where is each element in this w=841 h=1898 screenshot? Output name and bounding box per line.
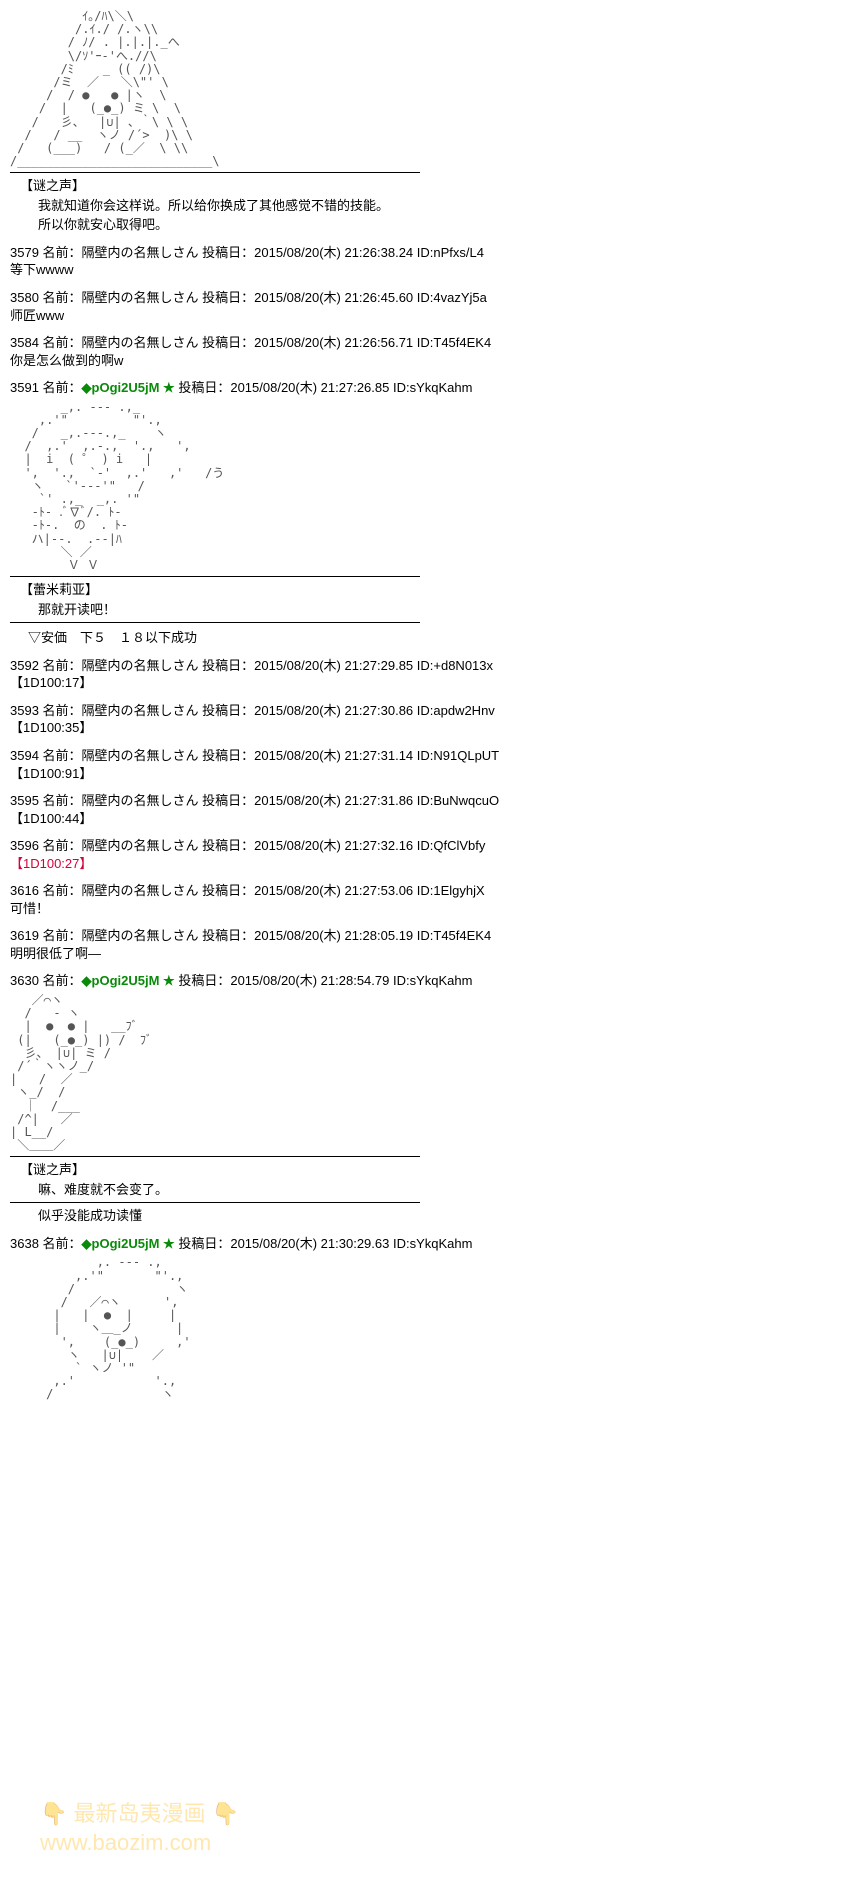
post-header-op: 3638 名前：◆pOgi2U5jM ★ 投稿日：2015/08/20(木) 2… (10, 1235, 831, 1253)
post-header-op: 3630 名前：◆pOgi2U5jM ★ 投稿日：2015/08/20(木) 2… (10, 972, 831, 990)
post-body: 你是怎么做到的啊w (10, 352, 831, 370)
post-number: 3630 (10, 973, 39, 988)
dice-result: 【1D100:91】 (10, 765, 831, 783)
post-body: 可惜！ (10, 900, 831, 918)
post-header: 3580 名前：隔壁内の名無しさん 投稿日：2015/08/20(木) 21:2… (10, 289, 831, 307)
dialog-line: 我就知道你会这样说。所以给你换成了其他感觉不错的技能。 (38, 197, 831, 215)
speaker-label: 【蕾米莉亚】 (20, 581, 831, 599)
divider (10, 172, 420, 173)
anka-line: ▽安価 下５ １８以下成功 (28, 629, 831, 647)
dice-result: 【1D100:35】 (10, 719, 831, 737)
tripcode: ◆pOgi2U5jM ★ (82, 380, 175, 395)
label: ID: (389, 1236, 409, 1251)
divider (10, 576, 420, 577)
divider (10, 622, 420, 623)
dice-result: 【1D100:27】 (10, 855, 831, 873)
dialog-line: 似乎没能成功读懂 (38, 1207, 831, 1225)
ascii-art-partial: ,. -‐- ., ,.'" "'., / ヽ / ／⌒ヽ ', | | ● |… (10, 1256, 831, 1401)
dialog-line: 嘛、难度就不会变了。 (38, 1181, 831, 1199)
post-header: 3594 名前：隔壁内の名無しさん 投稿日：2015/08/20(木) 21:2… (10, 747, 831, 765)
divider (10, 1156, 420, 1157)
label: 投稿日： (175, 380, 231, 395)
tripcode: ◆pOgi2U5jM ★ (82, 1236, 175, 1251)
post-header: 3584 名前：隔壁内の名無しさん 投稿日：2015/08/20(木) 21:2… (10, 334, 831, 352)
post-body: 师匠www (10, 307, 831, 325)
post-body: 等下wwww (10, 261, 831, 279)
post-id: sYkqKahm (410, 1236, 473, 1251)
watermark: 👇 最新岛夷漫画 👇 www.baozim.com (40, 1799, 239, 1858)
post-header: 3593 名前：隔壁内の名無しさん 投稿日：2015/08/20(木) 21:2… (10, 702, 831, 720)
post-id: sYkqKahm (410, 380, 473, 395)
tripcode: ◆pOgi2U5jM ★ (82, 973, 175, 988)
label: 投稿日： (175, 973, 231, 988)
ascii-art-bottom: ／⌒ヽ / - ヽ | ● ● | __ﾌﾞ (| (_●_) |) / ﾌﾞ … (10, 994, 831, 1152)
post-number: 3591 (10, 380, 39, 395)
divider (10, 1202, 420, 1203)
ascii-art-top: ｲ｡/ﾊ\＼\ /.ｲ./ /.ヽ\\ / ﾉ/ . |.|.|._へ \/ｿ'… (10, 10, 831, 168)
post-date: 2015/08/20(木) 21:28:54.79 (230, 973, 389, 988)
label: ID: (389, 973, 409, 988)
label: 名前： (39, 380, 82, 395)
label: 投稿日： (175, 1236, 231, 1251)
dialog-line: 所以你就安心取得吧。 (38, 216, 831, 234)
dice-result: 【1D100:17】 (10, 674, 831, 692)
post-header: 3596 名前：隔壁内の名無しさん 投稿日：2015/08/20(木) 21:2… (10, 837, 831, 855)
post-id: sYkqKahm (410, 973, 473, 988)
label: 名前： (39, 1236, 82, 1251)
speaker-label: 【谜之声】 (20, 177, 831, 195)
dice-result: 【1D100:44】 (10, 810, 831, 828)
label: 名前： (39, 973, 82, 988)
watermark-line: 👇 最新岛夷漫画 👇 (40, 1799, 239, 1829)
post-header-op: 3591 名前：◆pOgi2U5jM ★ 投稿日：2015/08/20(木) 2… (10, 379, 831, 397)
post-header: 3579 名前：隔壁内の名無しさん 投稿日：2015/08/20(木) 21:2… (10, 244, 831, 262)
post-header: 3595 名前：隔壁内の名無しさん 投稿日：2015/08/20(木) 21:2… (10, 792, 831, 810)
post-date: 2015/08/20(木) 21:30:29.63 (230, 1236, 389, 1251)
post-date: 2015/08/20(木) 21:27:26.85 (230, 380, 389, 395)
speaker-label: 【谜之声】 (20, 1161, 831, 1179)
dialog-line: 那就开读吧！ (38, 601, 831, 619)
label: ID: (389, 380, 409, 395)
post-number: 3638 (10, 1236, 39, 1251)
post-header: 3592 名前：隔壁内の名無しさん 投稿日：2015/08/20(木) 21:2… (10, 657, 831, 675)
post-header: 3619 名前：隔壁内の名無しさん 投稿日：2015/08/20(木) 21:2… (10, 927, 831, 945)
post-header: 3616 名前：隔壁内の名無しさん 投稿日：2015/08/20(木) 21:2… (10, 882, 831, 900)
watermark-line: www.baozim.com (40, 1828, 239, 1858)
ascii-art-mid: _,. -‐- .,_ ,.'" "'., / _,.-‐-.,_ ヽ / ,.… (10, 401, 831, 572)
post-body: 明明很低了啊— (10, 945, 831, 963)
